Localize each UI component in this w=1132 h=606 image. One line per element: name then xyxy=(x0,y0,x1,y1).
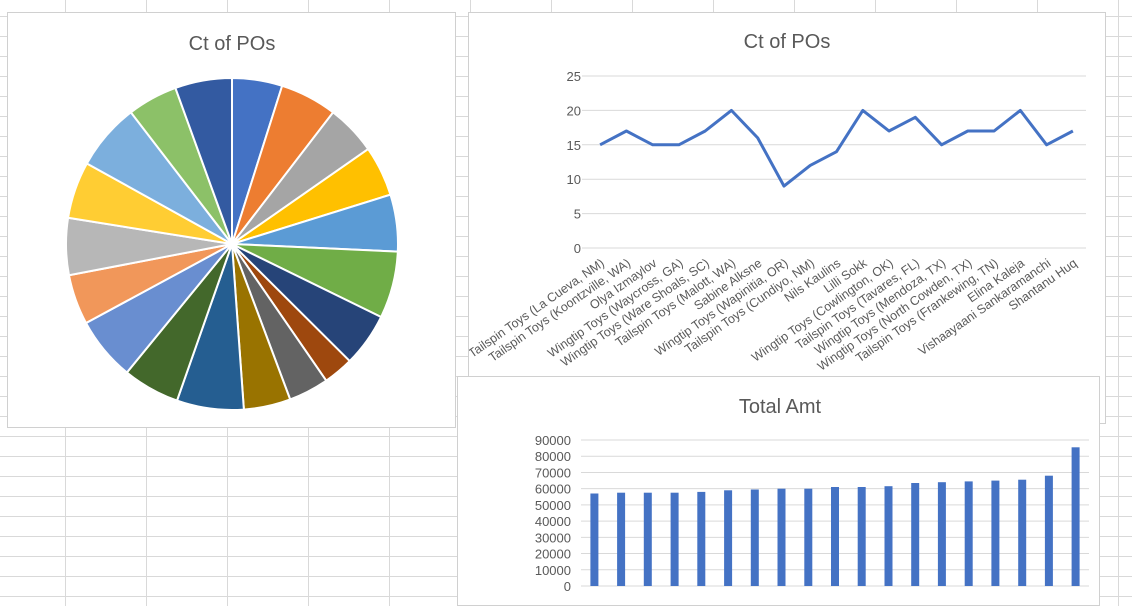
line-chart-panel[interactable]: Ct of POs 0 5 10 15 20 25 Tailspin Toys (La C… xyxy=(468,12,1106,424)
bar-1[interactable] xyxy=(590,493,599,587)
bar-15[interactable] xyxy=(964,481,973,586)
line-chart-x-axis: Tailspin Toys (La Cueva, NM)Tailspin Toy… xyxy=(469,256,1080,374)
pie-chart-panel[interactable]: Ct of POs xyxy=(7,12,456,428)
bar-3[interactable] xyxy=(643,492,652,586)
line-y-tick-label: 0 xyxy=(574,241,581,256)
line-y-tick-label: 5 xyxy=(574,207,581,222)
line-chart-title: Ct of POs xyxy=(744,31,831,53)
bar-5[interactable] xyxy=(697,491,706,586)
pie-slice-19[interactable] xyxy=(174,76,233,245)
bar-19[interactable] xyxy=(1071,447,1080,586)
bar-chart-title: Total Amt xyxy=(739,396,822,418)
bar-7[interactable] xyxy=(750,489,759,587)
line-series-path[interactable] xyxy=(599,108,1074,188)
bar-y-tick-label: 70000 xyxy=(535,465,571,480)
line-y-tick-label: 15 xyxy=(567,138,581,153)
bar-11[interactable] xyxy=(857,487,866,586)
bar-y-tick-label: 80000 xyxy=(535,449,571,464)
bar-y-tick-label: 0 xyxy=(564,579,571,594)
bar-y-tick-label: 50000 xyxy=(535,498,571,513)
line-chart: Ct of POs 0 5 10 15 20 25 Tailspin Toys (La C… xyxy=(469,31,1086,374)
pie-chart: Ct of POs xyxy=(65,33,399,411)
bar-16[interactable] xyxy=(991,480,1000,586)
bar-12[interactable] xyxy=(884,486,893,586)
bar-chart-bars xyxy=(590,447,1080,587)
line-chart-series xyxy=(599,108,1074,188)
bar-9[interactable] xyxy=(804,488,813,586)
bar-2[interactable] xyxy=(617,492,626,586)
line-y-tick-label: 10 xyxy=(567,172,581,187)
bar-y-tick-label: 60000 xyxy=(535,482,571,497)
pie-slices xyxy=(65,76,399,411)
bar-18[interactable] xyxy=(1044,475,1053,586)
bar-17[interactable] xyxy=(1018,479,1027,586)
bar-4[interactable] xyxy=(670,492,679,586)
bar-chart-panel[interactable]: Total Amt 0 10000 20000 30000 40000 50000 6000… xyxy=(457,376,1100,606)
line-chart-y-axis: 0 5 10 15 20 25 xyxy=(567,69,581,256)
bar-10[interactable] xyxy=(831,487,839,586)
bar-8[interactable] xyxy=(777,488,786,586)
bar-y-tick-label: 40000 xyxy=(535,514,571,529)
line-y-tick-label: 20 xyxy=(567,103,581,118)
bar-y-tick-label: 10000 xyxy=(535,563,571,578)
bar-6[interactable] xyxy=(724,490,733,586)
bar-y-tick-label: 90000 xyxy=(535,433,571,448)
bar-y-tick-label: 30000 xyxy=(535,530,571,545)
bar-13[interactable] xyxy=(911,483,920,586)
line-chart-gridlines xyxy=(582,75,1086,249)
line-y-tick-label: 25 xyxy=(567,69,581,84)
pie-chart-title: Ct of POs xyxy=(189,33,276,55)
bar-14[interactable] xyxy=(937,482,946,586)
bar-y-tick-label: 20000 xyxy=(535,547,571,562)
